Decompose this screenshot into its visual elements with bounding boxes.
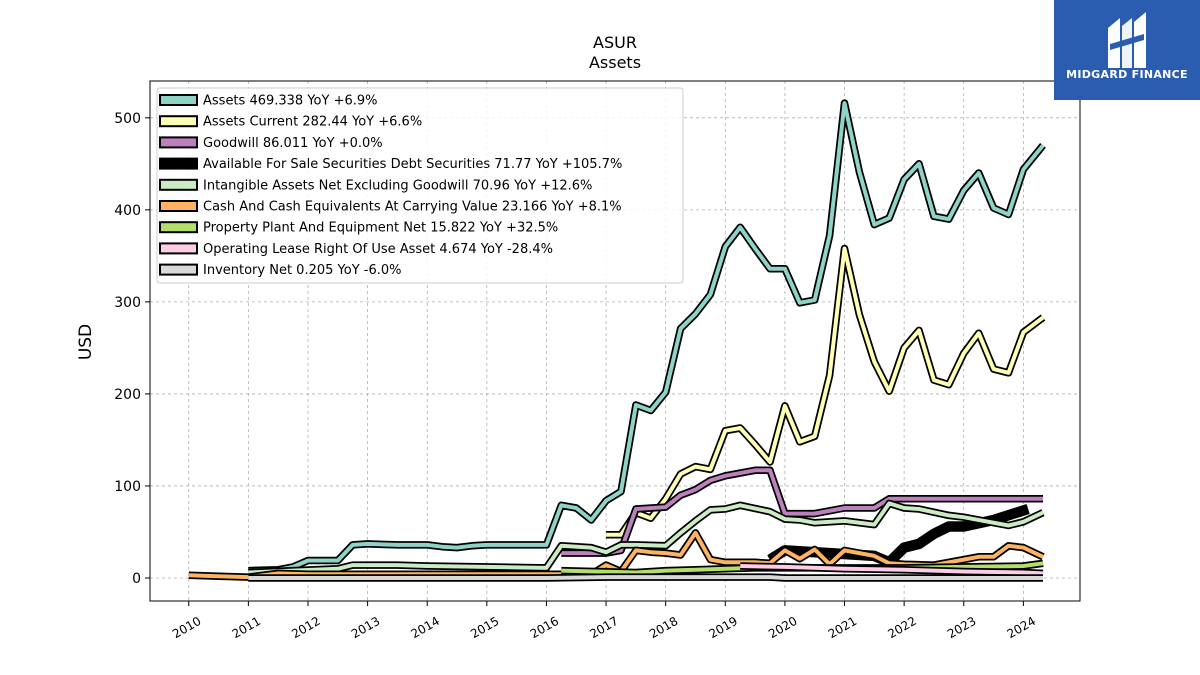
- legend-entry: Operating Lease Right Of Use Asset 4.674…: [203, 242, 553, 257]
- y-tick-label: 100: [114, 479, 141, 495]
- legend-entry: Property Plant And Equipment Net 15.822 …: [203, 221, 558, 236]
- y-tick-label: 500: [114, 111, 141, 127]
- y-tick-label: 0: [132, 571, 141, 587]
- series-line: [248, 501, 1044, 575]
- series-line: [606, 246, 1045, 537]
- x-tick-label: 2017: [587, 614, 620, 641]
- logo-brand-text: MIDGARD FINANCE: [1066, 68, 1188, 81]
- series-assets: [248, 99, 1046, 575]
- legend-entry: Cash And Cash Equivalents At Carrying Va…: [203, 200, 622, 215]
- chart-title: ASUR: [593, 33, 637, 52]
- series-operating-lease-right-of-use-asset: [740, 562, 1044, 578]
- series-line: [740, 564, 1044, 576]
- legend-swatch: [159, 94, 198, 106]
- legend: Assets 469.338 YoY +6.9% Assets Current 2…: [156, 87, 684, 284]
- y-axis-label: USD: [76, 324, 96, 360]
- legend-swatch: [159, 136, 198, 149]
- chart-subtitle: Assets: [589, 53, 641, 72]
- x-tick-label: 2014: [408, 614, 441, 641]
- series-intangible-assets-net-excluding-goodwill: [248, 499, 1045, 577]
- legend-box: [156, 87, 684, 284]
- legend-entry: Goodwill 86.011 YoY +0.0%: [203, 136, 383, 151]
- x-tick-label: 2022: [885, 614, 918, 641]
- legend-entry: Inventory Net 0.205 YoY -6.0%: [203, 263, 402, 278]
- series-line: [561, 468, 1043, 556]
- x-tick-label: 2013: [349, 614, 382, 641]
- x-tick-label: 2023: [945, 614, 978, 641]
- y-tick-label: 300: [114, 295, 141, 311]
- x-tick-label: 2010: [170, 614, 203, 641]
- legend-swatch: [159, 157, 198, 170]
- legend-swatch: [159, 263, 198, 276]
- x-tick-label: 2024: [1005, 614, 1038, 641]
- series-assets-current: [606, 244, 1046, 539]
- legend-swatch: [159, 242, 198, 255]
- series-line: [248, 575, 1043, 580]
- midgard-logo-icon: [1108, 12, 1146, 68]
- x-tick-label: 2011: [230, 614, 263, 641]
- series-layer: [188, 99, 1046, 582]
- legend-swatch: [159, 115, 198, 128]
- legend-entry: Available For Sale Securities Debt Secur…: [203, 157, 622, 172]
- legend-swatch: [159, 221, 198, 234]
- plot-frame: [149, 80, 1081, 602]
- legend-swatch: [159, 200, 198, 212]
- midgard-finance-logo: MIDGARD FINANCE: [1054, 0, 1200, 100]
- series-goodwill: [561, 466, 1043, 557]
- legend-entry: Assets 469.338 YoY +6.9%: [203, 94, 378, 109]
- x-tick-label: 2016: [528, 614, 561, 641]
- series-line: [248, 101, 1045, 573]
- y-tick-label: 400: [114, 203, 141, 219]
- legend-entry: Intangible Assets Net Excluding Goodwill…: [203, 178, 592, 193]
- series-inventory-net: [248, 573, 1043, 582]
- x-tick-label: 2021: [826, 614, 859, 641]
- x-tick-label: 2015: [468, 614, 501, 641]
- x-tick-label: 2019: [707, 614, 740, 641]
- y-tick-label: 200: [114, 387, 141, 403]
- x-tick-label: 2018: [647, 614, 680, 641]
- legend-entry: Assets Current 282.44 YoY +6.6%: [203, 115, 422, 130]
- x-tick-label: 2020: [766, 614, 799, 641]
- x-tick-label: 2012: [289, 614, 322, 641]
- legend-swatch: [159, 178, 198, 191]
